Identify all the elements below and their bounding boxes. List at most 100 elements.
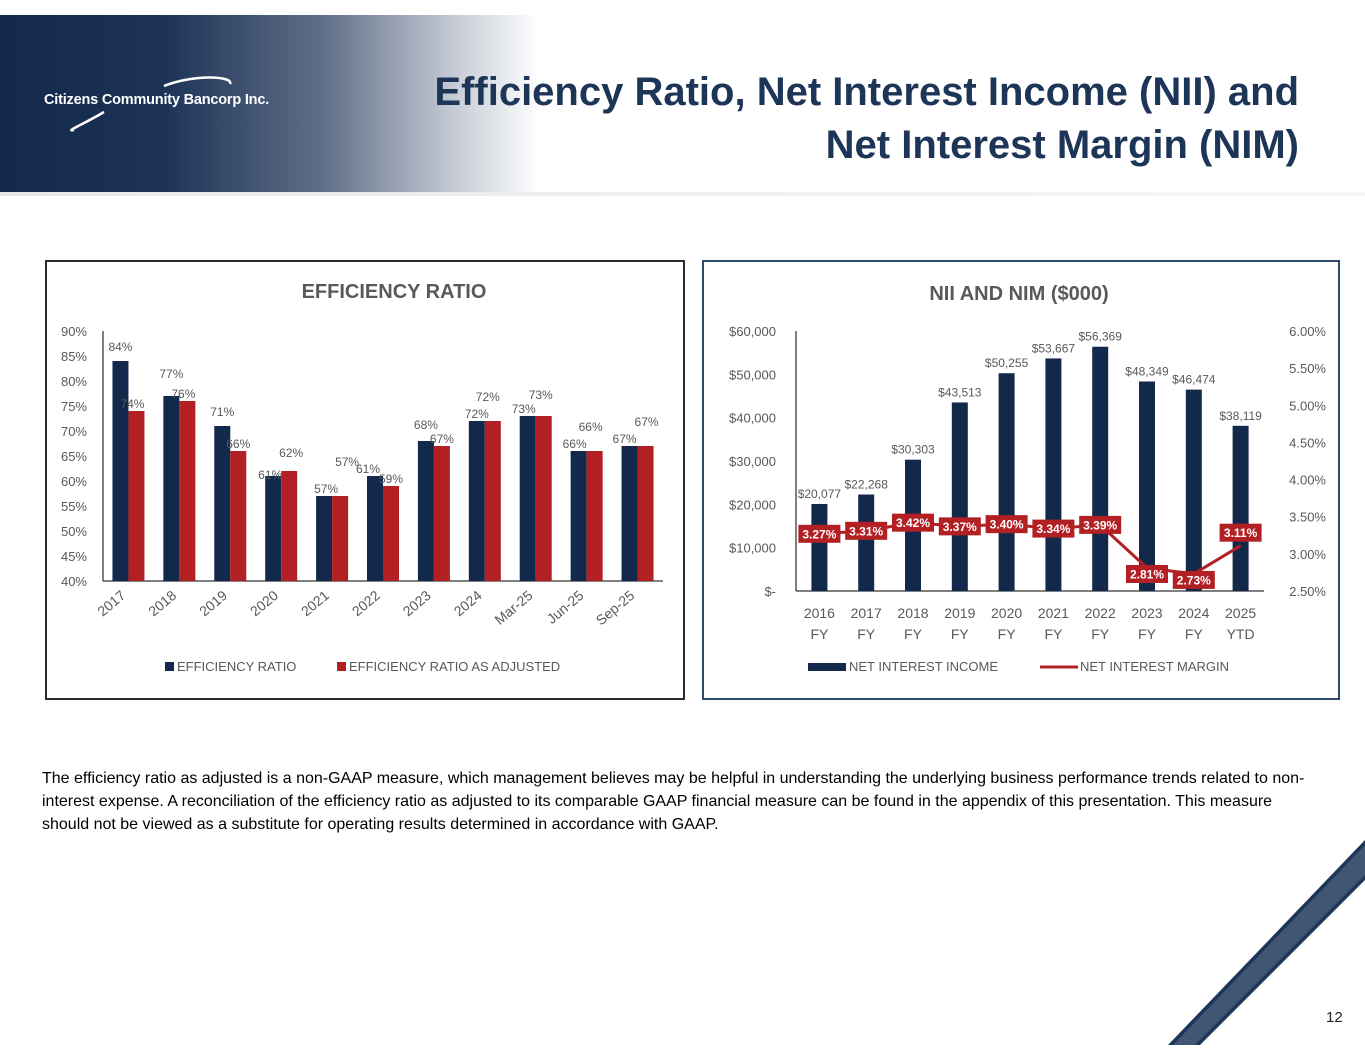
data-label: 62% <box>279 446 303 460</box>
bar-adjusted <box>433 446 450 581</box>
bar-efficiency <box>367 476 383 581</box>
bar-efficiency <box>316 496 333 581</box>
chart-title: EFFICIENCY RATIO <box>302 281 487 303</box>
y-tick-label: 65% <box>61 449 87 464</box>
nim-label-text: 3.42% <box>896 516 930 530</box>
bar-adjusted <box>484 421 501 581</box>
data-label: 74% <box>120 397 144 411</box>
header-divider <box>0 192 1365 196</box>
efficiency-ratio-svg: EFFICIENCY RATIO 40% 45% 50% 55% 60% 65% 70% 75%… <box>61 281 663 674</box>
y-tick-label: 85% <box>61 349 87 364</box>
data-label: $56,369 <box>1079 330 1123 344</box>
nim-data-label: 3.40% <box>985 515 1028 534</box>
nim-label-text: 3.27% <box>802 527 836 541</box>
company-logo: Citizens Community Bancorp Inc. <box>44 72 304 142</box>
legend-swatch-adjusted <box>337 662 346 671</box>
x-tick-label-period: FY <box>904 626 923 642</box>
nim-data-label: 3.39% <box>1079 515 1122 534</box>
data-label: 57% <box>314 482 338 496</box>
y-right-tick-label: 3.50% <box>1289 510 1326 525</box>
nim-label-box <box>892 513 934 532</box>
nim-label-text: 3.34% <box>1036 522 1070 536</box>
nim-label-text: 2.81% <box>1130 567 1164 581</box>
x-tick-label: 2019 <box>196 587 230 619</box>
nim-label-box <box>798 524 841 543</box>
x-tick-label-year: 2021 <box>1038 605 1069 621</box>
data-label: 84% <box>108 340 132 354</box>
x-tick-label: 2022 <box>349 587 383 619</box>
data-label: $50,255 <box>985 356 1029 370</box>
x-tick-label: 2023 <box>400 587 434 619</box>
y-tick-label: 45% <box>61 549 87 564</box>
x-tick-label: 2017 <box>94 587 128 619</box>
y-left-tick-label: $- <box>764 584 776 599</box>
y-left-tick-label: $10,000 <box>729 541 776 556</box>
bar-adjusted <box>637 446 654 581</box>
y-tick-label: 55% <box>61 499 87 514</box>
y-right-tick-label: 5.00% <box>1289 398 1326 413</box>
data-label: 76% <box>171 387 195 401</box>
nim-data-label: 3.11% <box>1219 523 1262 542</box>
logo-swoosh-icon <box>70 76 232 132</box>
x-tick-label-year: 2018 <box>897 605 928 621</box>
x-tick-label-year: 2017 <box>851 605 882 621</box>
bar-net-interest-income <box>1092 346 1109 591</box>
nim-label-box <box>985 515 1028 534</box>
nim-label-box <box>938 517 981 536</box>
bar-adjusted <box>383 486 399 581</box>
y-right-tick-label: 5.50% <box>1289 361 1326 376</box>
nii-nim-svg: NII AND NIM ($000) $- $10,000 $20,000 $30,00… <box>729 283 1326 674</box>
nim-data-label: 2.73% <box>1172 570 1215 589</box>
data-label: 61% <box>356 462 380 476</box>
legend-label-nim: NET INTEREST MARGIN <box>1080 659 1229 674</box>
y-right-tick-label: 4.00% <box>1289 473 1326 488</box>
bar-adjusted <box>128 411 145 581</box>
nim-label-box <box>1032 519 1075 538</box>
x-tick-label: Sep-25 <box>593 587 638 628</box>
title-line-2: Net Interest Margin (NIM) <box>825 123 1299 167</box>
logo-text: Citizens Community Bancorp Inc. <box>44 92 270 108</box>
legend-label-nii: NET INTEREST INCOME <box>849 659 998 674</box>
nim-data-label: 3.42% <box>892 513 934 532</box>
nim-label-box <box>1172 570 1215 589</box>
bar-adjusted <box>179 401 196 581</box>
x-tick-label-period: FY <box>998 626 1017 642</box>
y-right-tick-label: 2.50% <box>1289 584 1326 599</box>
x-tick-label-period: FY <box>857 626 876 642</box>
x-tick-label: Mar-25 <box>491 587 535 628</box>
nim-data-label: 3.34% <box>1032 519 1075 538</box>
x-tick-label-period: FY <box>1138 626 1157 642</box>
page-number: 12 <box>1326 1009 1343 1026</box>
data-label: 68% <box>414 418 438 432</box>
y-tick-label: 50% <box>61 524 87 539</box>
data-label: 77% <box>159 367 183 381</box>
data-label: $48,349 <box>1125 364 1169 378</box>
y-tick-label: 70% <box>61 424 87 439</box>
header-banner <box>0 15 540 195</box>
bar-net-interest-income <box>951 402 968 591</box>
bar-adjusted <box>535 416 552 581</box>
bar-net-interest-income <box>1139 381 1155 591</box>
legend-label-adjusted: EFFICIENCY RATIO AS ADJUSTED <box>349 659 560 674</box>
y-tick-label: 90% <box>61 324 87 339</box>
data-label: 67% <box>635 415 659 429</box>
x-tick-label-year: 2024 <box>1178 605 1209 621</box>
x-tick-label: 2018 <box>145 587 179 619</box>
nim-data-label: 3.31% <box>845 521 888 540</box>
x-tick-label-period: FY <box>951 626 970 642</box>
x-tick-label-year: 2023 <box>1131 605 1162 621</box>
data-label: 67% <box>613 432 637 446</box>
x-tick-label-period: FY <box>1185 626 1204 642</box>
data-label: $20,077 <box>798 487 842 501</box>
legend-label-efficiency: EFFICIENCY RATIO <box>177 659 296 674</box>
nim-line <box>819 521 1242 576</box>
x-tick-label-period: FY <box>1044 626 1063 642</box>
bar-adjusted <box>332 496 349 581</box>
bar-efficiency <box>163 396 180 581</box>
bar-net-interest-income <box>1232 425 1249 591</box>
bar-adjusted <box>586 451 603 581</box>
bar-net-interest-income <box>811 503 828 591</box>
y-tick-label: 75% <box>61 399 87 414</box>
x-tick-label-period: FY <box>810 626 829 642</box>
data-label: $38,119 <box>1219 409 1262 423</box>
